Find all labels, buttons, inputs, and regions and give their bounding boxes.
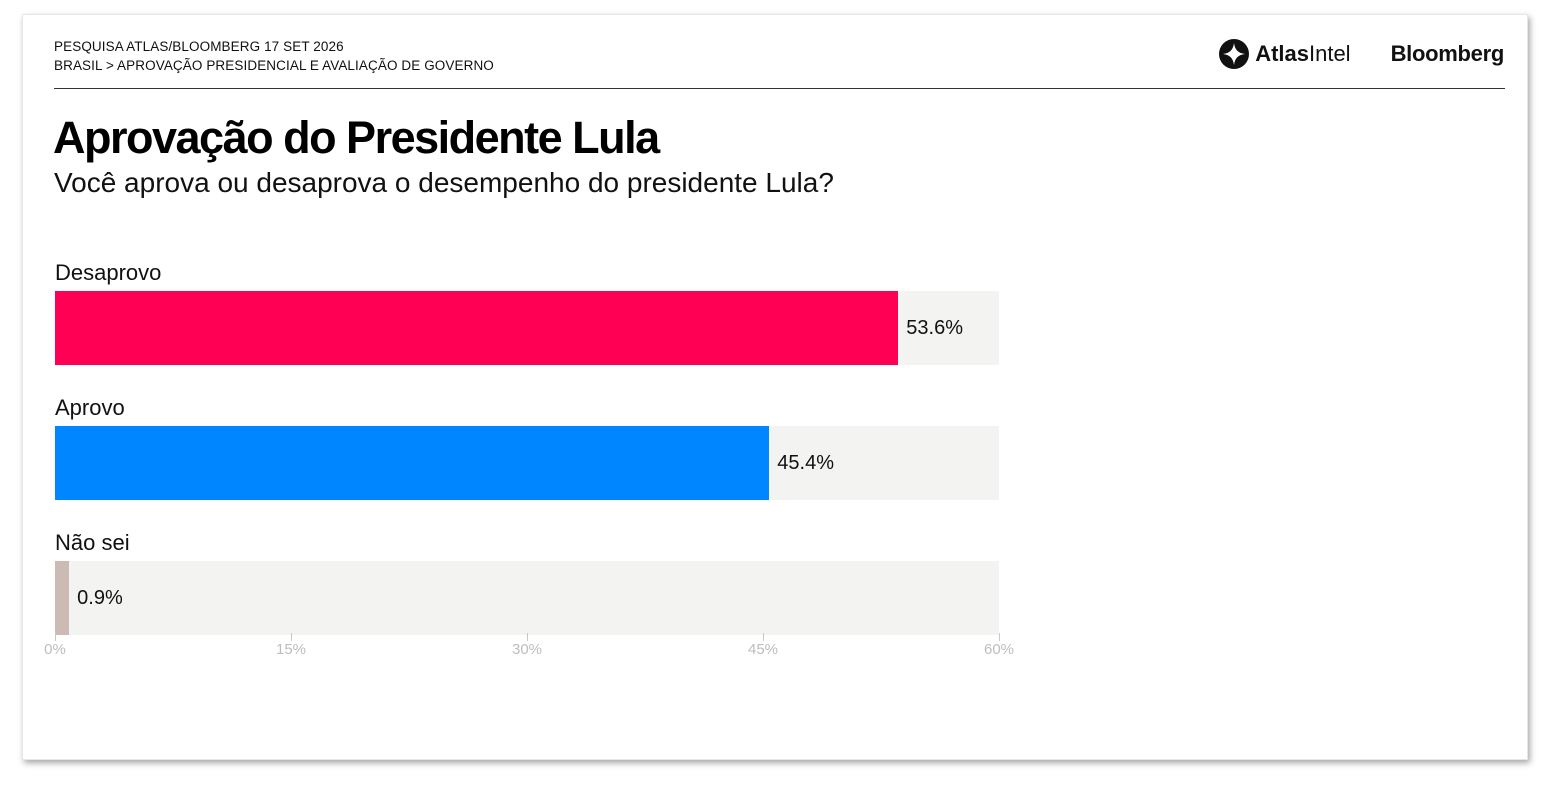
logos: AtlasIntel Bloomberg — [1219, 37, 1504, 71]
x-axis-tick-label: 0% — [44, 641, 66, 658]
bar-desaprovo — [55, 291, 899, 365]
bar-nao-sei — [55, 561, 70, 635]
bar-value-label-nao-sei: 0.9% — [77, 587, 123, 609]
header-line-survey: PESQUISA ATLAS/BLOOMBERG 17 SET 2026 — [54, 39, 344, 54]
x-axis-tick-label: 60% — [983, 641, 1015, 658]
header-line-breadcrumb: BRASIL > APROVAÇÃO PRESIDENCIAL E AVALIA… — [54, 58, 494, 73]
category-label-nao-sei: Não sei — [55, 530, 130, 555]
bar-track-desaprovo: 53.6% — [55, 291, 999, 365]
x-axis-tick-label: 30% — [511, 641, 543, 658]
atlas-logo-regular: Intel — [1308, 41, 1351, 66]
category-label-aprovo: Aprovo — [55, 395, 125, 420]
x-axis-tick-label: 15% — [275, 641, 307, 658]
x-axis-tick — [527, 633, 528, 641]
bar-aprovo — [55, 426, 770, 500]
bar-track-aprovo: 45.4% — [55, 426, 999, 500]
x-axis-tick-label: 45% — [747, 641, 779, 658]
x-axis-tick — [55, 633, 56, 641]
header-meta: PESQUISA ATLAS/BLOOMBERG 17 SET 2026 BRA… — [54, 37, 494, 75]
chart-card: PESQUISA ATLAS/BLOOMBERG 17 SET 2026 BRA… — [22, 14, 1528, 760]
x-axis-tick — [999, 633, 1000, 641]
bar-track-nao-sei: 0.9% — [55, 561, 999, 635]
x-axis-tick — [291, 633, 292, 641]
atlasintel-mark-icon — [1219, 39, 1250, 69]
category-label-desaprovo: Desaprovo — [55, 260, 162, 285]
chart-title: Aprovação do Presidente Lula — [53, 112, 660, 163]
chart-subtitle: Você aprova ou desaprova o desempenho do… — [54, 167, 834, 198]
atlasintel-logo: AtlasIntel — [1219, 39, 1351, 69]
bloomberg-logo: Bloomberg — [1390, 41, 1505, 66]
x-axis-tick — [763, 633, 764, 641]
bar-value-label-aprovo: 45.4% — [777, 452, 834, 474]
bar-chart-plot: Desaprovo 53.6% Aprovo 45.4% Não sei 0.9% 0% 15… — [44, 253, 1014, 683]
atlas-logo-bold: Atlas — [1255, 41, 1309, 66]
bar-value-label-desaprovo: 53.6% — [906, 317, 964, 339]
header-divider — [54, 88, 1505, 89]
